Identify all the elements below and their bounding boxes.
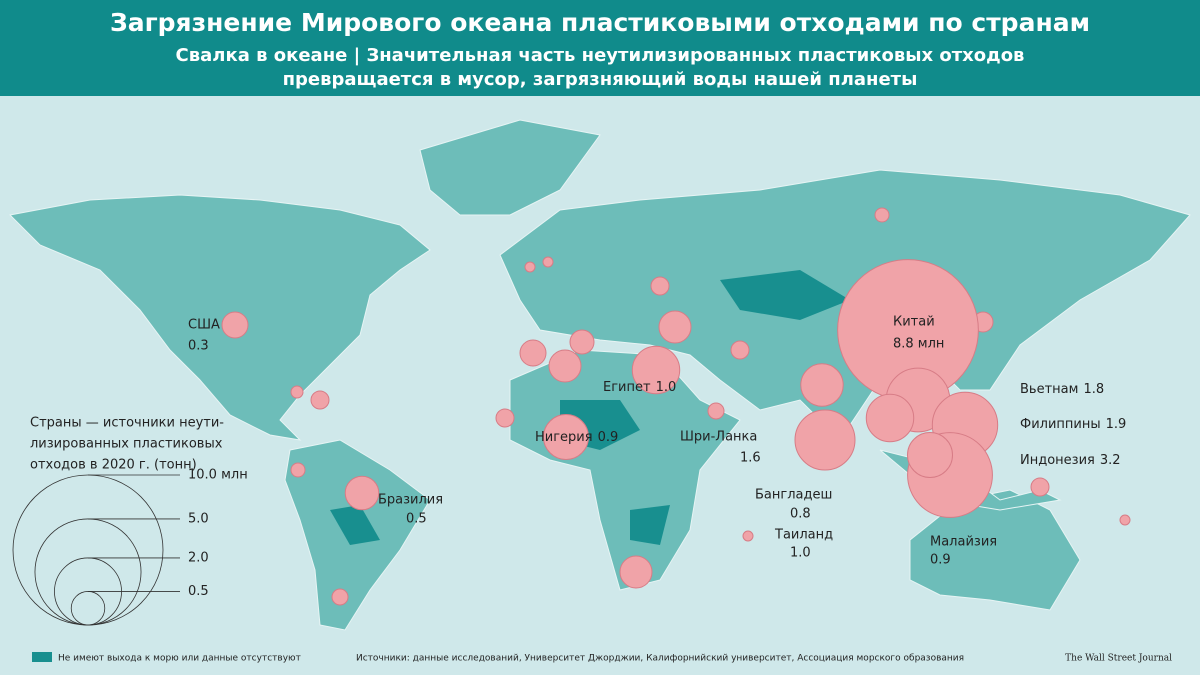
header-band <box>0 0 1200 96</box>
legend-label: 2.0 <box>188 550 209 565</box>
country-value: 0.3 <box>188 339 209 354</box>
country-name: Филиппины <box>1020 417 1101 432</box>
country-value: 1.0 <box>790 546 811 561</box>
country-value: 8.8 млн <box>893 337 944 352</box>
country-bubble <box>221 311 249 339</box>
country-name: Бангладеш <box>755 488 832 503</box>
country-value: 1.0 <box>656 380 677 395</box>
legend-label: 0.5 <box>188 584 209 599</box>
legend-title: лизированных пластиковых <box>30 437 223 452</box>
country-name: Шри-Ланка <box>680 430 757 445</box>
country-label: Нигерия 0.9 <box>535 430 618 445</box>
footer-credit: The Wall Street Journal <box>1065 654 1172 664</box>
legend-label: 10.0 млн <box>188 468 248 483</box>
country-value: 1.6 <box>740 451 761 466</box>
footer-sources: Источники: данные исследований, Универси… <box>356 654 964 664</box>
country-bubble <box>543 414 589 460</box>
country-name: Таиланд <box>774 528 833 543</box>
country-label: Филиппины 1.9 <box>1020 417 1126 432</box>
country-label: Египет 1.0 <box>603 380 676 395</box>
country-name: Индонезия <box>1020 453 1095 468</box>
country-bubble <box>631 345 681 395</box>
country-value: 1.8 <box>1083 382 1104 397</box>
country-name: Китай <box>893 315 935 330</box>
country-value: 0.9 <box>930 553 951 568</box>
subtitle: превращается в мусор, загрязняющий воды … <box>283 69 918 90</box>
country-value: 1.9 <box>1106 417 1127 432</box>
title: Загрязнение Мирового океана пластиковыми… <box>110 8 1090 37</box>
legend-label: 5.0 <box>188 511 209 526</box>
country-name: США <box>188 318 220 333</box>
country-value: 0.8 <box>790 507 811 522</box>
country-label: Индонезия 3.2 <box>1020 453 1121 468</box>
country-bubble <box>800 363 844 407</box>
minor-bubbles <box>290 207 1131 606</box>
country-value: 3.2 <box>1100 453 1121 468</box>
landlocked-swatch <box>32 652 52 662</box>
legend-title: отходов в 2020 г. (тонн) <box>30 458 197 473</box>
country-bubble <box>907 432 953 478</box>
size-legend: 10.0 млн 5.0 2.0 0.5 <box>12 468 248 626</box>
footer-note: Не имеют выхода к морю или данные отсутс… <box>58 654 301 664</box>
country-name: Нигерия <box>535 430 593 445</box>
country-name: Малайзия <box>930 535 997 550</box>
country-bubble <box>794 409 856 471</box>
subtitle: Свалка в океане | Значительная часть неу… <box>176 45 1025 66</box>
country-bubble <box>865 393 915 443</box>
country-label: Вьетнам 1.8 <box>1020 382 1104 397</box>
country-name: Египет <box>603 380 651 395</box>
legend-title: Страны — источники неути- <box>30 416 224 431</box>
country-value: 0.9 <box>598 430 619 445</box>
country-value: 0.5 <box>406 512 427 527</box>
country-bubble <box>344 475 380 511</box>
country-bubbles <box>221 259 999 518</box>
country-labels: США 0.3 Китай 8.8 млн Египет 1.0 Нигерия 0.9 Шри… <box>188 315 1126 568</box>
country-name: Вьетнам <box>1020 382 1078 397</box>
country-name: Бразилия <box>378 493 443 508</box>
